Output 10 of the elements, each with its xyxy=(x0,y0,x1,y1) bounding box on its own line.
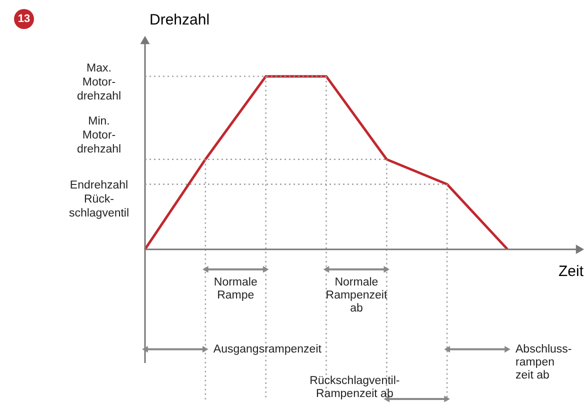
text: Normale Rampenzeit ab xyxy=(326,276,388,314)
text: Abschluss- rampen zeit ab xyxy=(516,343,572,382)
x-axis-title: Zeit xyxy=(558,262,584,280)
text: Normale Rampe xyxy=(214,276,258,302)
ref-line-label: Max. Motor- drehzahl xyxy=(76,62,122,102)
ref-line-label: Endrehzahl Rück- schlagventil xyxy=(68,179,130,220)
y-axis-title: Drehzahl xyxy=(150,12,210,28)
ref-line-label: Min. Motor- drehzahl xyxy=(76,115,122,156)
text: Ausgangsrampenzeit xyxy=(213,343,322,356)
text: Rückschlagventil- Rampenzeit ab xyxy=(310,374,400,400)
